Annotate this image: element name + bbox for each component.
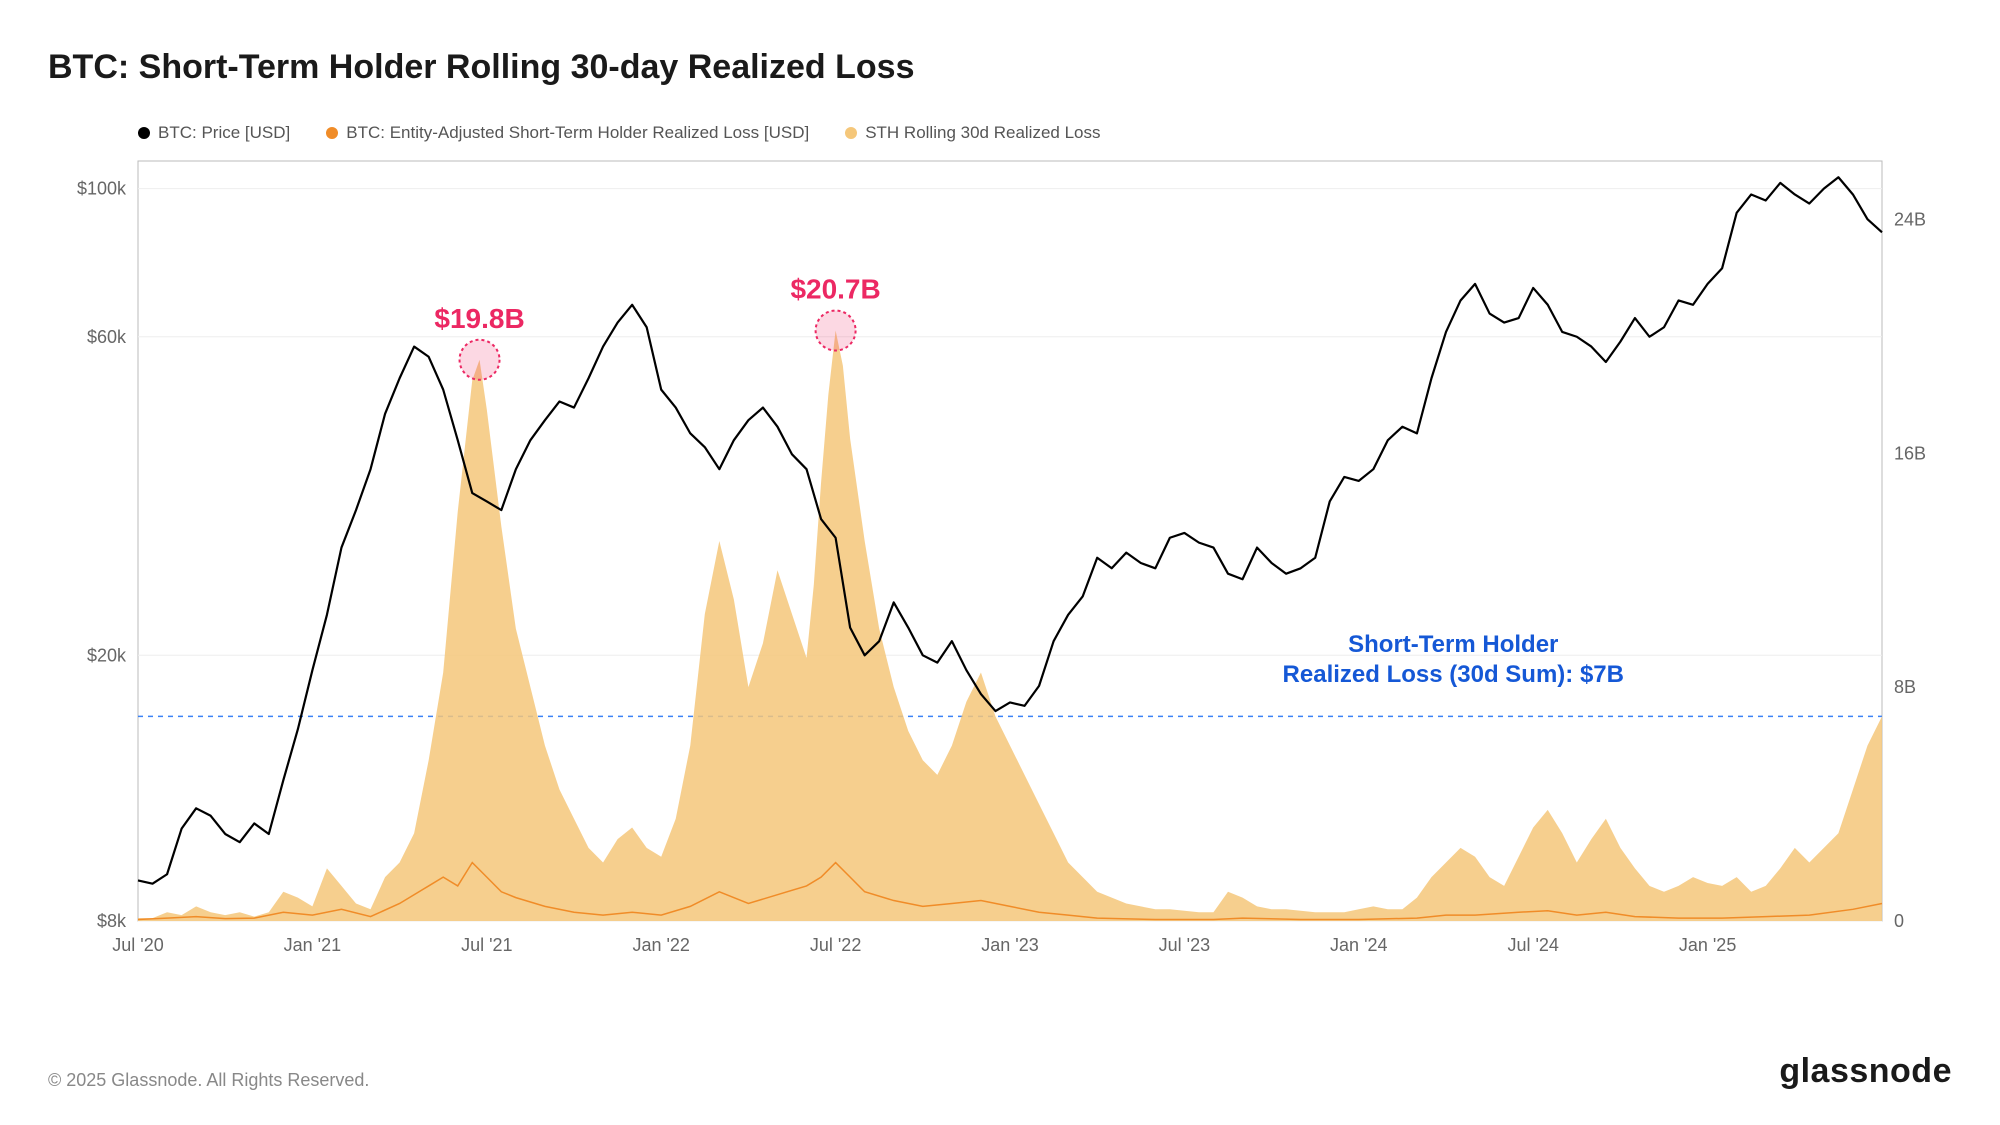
legend: BTC: Price [USD] BTC: Entity-Adjusted Sh… (138, 123, 1952, 143)
legend-dot (138, 127, 150, 139)
svg-text:Jan '22: Jan '22 (632, 935, 689, 955)
svg-text:$20.7B: $20.7B (790, 274, 880, 305)
svg-text:8B: 8B (1894, 677, 1916, 697)
svg-text:Jul '22: Jul '22 (810, 935, 861, 955)
legend-label: STH Rolling 30d Realized Loss (865, 123, 1100, 143)
svg-text:Jan '23: Jan '23 (981, 935, 1038, 955)
legend-dot (845, 127, 857, 139)
svg-text:24B: 24B (1894, 209, 1926, 229)
svg-text:Jan '24: Jan '24 (1330, 935, 1387, 955)
svg-text:$19.8B: $19.8B (434, 303, 524, 334)
svg-text:$60k: $60k (87, 327, 127, 347)
legend-dot (326, 127, 338, 139)
legend-label: BTC: Price [USD] (158, 123, 290, 143)
svg-text:Jul '21: Jul '21 (461, 935, 512, 955)
footer: © 2025 Glassnode. All Rights Reserved. g… (48, 1052, 1952, 1091)
legend-item-price: BTC: Price [USD] (138, 123, 290, 143)
legend-item-rolling: STH Rolling 30d Realized Loss (845, 123, 1100, 143)
svg-text:Jan '25: Jan '25 (1679, 935, 1736, 955)
svg-text:$8k: $8k (97, 911, 127, 931)
svg-text:16B: 16B (1894, 443, 1926, 463)
chart-plot-area: $19.8B $20.7B Short-Term Holder Realized Lo… (48, 151, 1952, 971)
svg-text:Jul '24: Jul '24 (1507, 935, 1558, 955)
chart-title: BTC: Short-Term Holder Rolling 30-day Re… (48, 48, 1952, 87)
copyright-text: © 2025 Glassnode. All Rights Reserved. (48, 1070, 369, 1091)
svg-text:Jul '23: Jul '23 (1159, 935, 1210, 955)
svg-text:0: 0 (1894, 911, 1904, 931)
brand-logo: glassnode (1779, 1052, 1952, 1091)
chart-container: BTC: Short-Term Holder Rolling 30-day Re… (0, 0, 2000, 1125)
chart-svg: $19.8B $20.7B Short-Term Holder Realized Lo… (48, 151, 1952, 971)
legend-label: BTC: Entity-Adjusted Short-Term Holder R… (346, 123, 809, 143)
legend-item-loss: BTC: Entity-Adjusted Short-Term Holder R… (326, 123, 809, 143)
svg-text:$20k: $20k (87, 645, 127, 665)
svg-text:Jan '21: Jan '21 (284, 935, 341, 955)
svg-text:Realized Loss (30d Sum): $7B: Realized Loss (30d Sum): $7B (1283, 661, 1624, 688)
svg-text:$100k: $100k (77, 179, 127, 199)
svg-text:Short-Term Holder: Short-Term Holder (1348, 631, 1558, 658)
svg-text:Jul '20: Jul '20 (112, 935, 163, 955)
